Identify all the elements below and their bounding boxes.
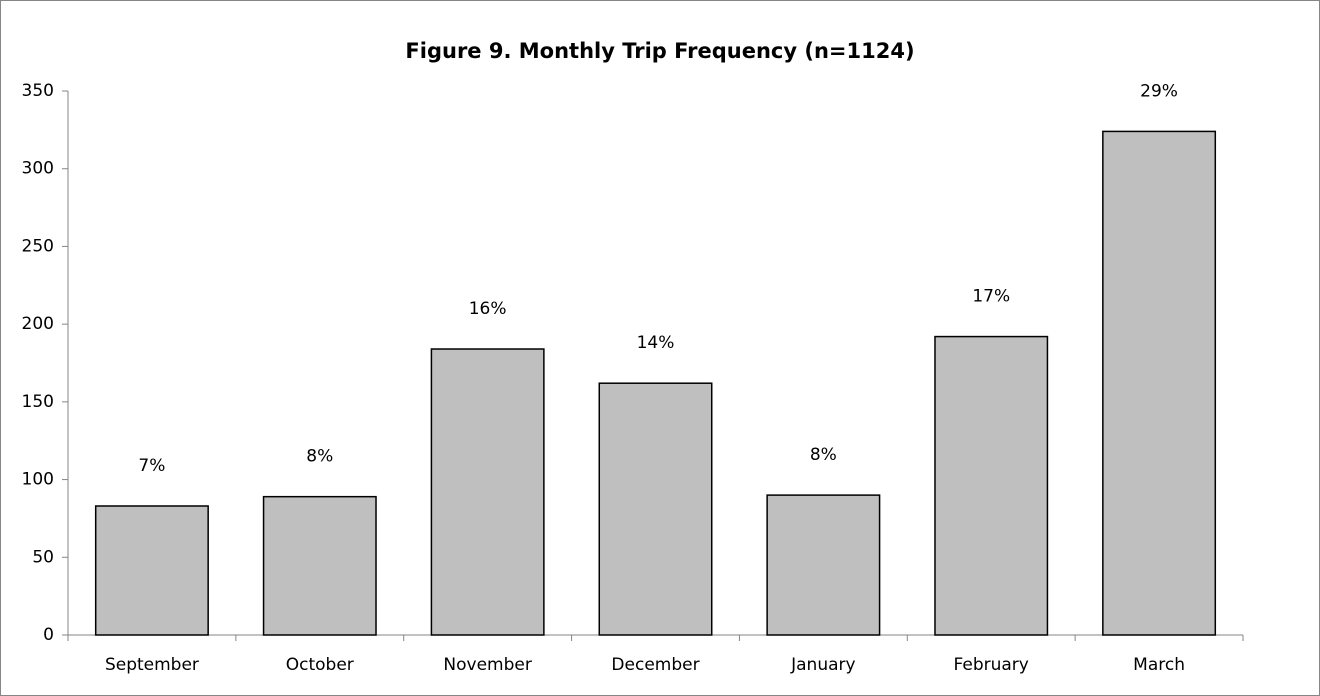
value-label: 29% bbox=[1140, 81, 1178, 101]
y-tick-label: 50 bbox=[32, 547, 54, 567]
x-tick-label: November bbox=[443, 655, 531, 675]
y-tick-label: 100 bbox=[22, 470, 54, 490]
bar bbox=[430, 348, 545, 636]
value-label: 17% bbox=[972, 287, 1010, 307]
value-label: 16% bbox=[469, 299, 507, 319]
value-label: 8% bbox=[306, 447, 333, 467]
bar bbox=[934, 335, 1049, 636]
value-label: 7% bbox=[138, 456, 165, 476]
bar bbox=[94, 505, 209, 636]
x-tick-label: September bbox=[105, 655, 199, 675]
x-tick-label: October bbox=[286, 655, 354, 675]
value-label: 14% bbox=[637, 333, 675, 353]
y-tick-label: 350 bbox=[22, 81, 54, 101]
y-tick-label: 300 bbox=[22, 159, 54, 179]
y-tick-label: 200 bbox=[22, 314, 54, 334]
y-tick-label: 250 bbox=[22, 236, 54, 256]
bar bbox=[1102, 130, 1217, 636]
chart-title: Figure 9. Monthly Trip Frequency (n=1124… bbox=[405, 39, 914, 63]
x-tick-label: December bbox=[611, 655, 699, 675]
x-tick-label: March bbox=[1133, 655, 1185, 675]
value-label: 8% bbox=[810, 445, 837, 465]
bar bbox=[598, 382, 713, 636]
x-tick-label: January bbox=[790, 655, 855, 675]
y-tick-label: 150 bbox=[22, 392, 54, 412]
x-tick-label: February bbox=[954, 655, 1029, 675]
y-tick-label: 0 bbox=[43, 625, 54, 645]
bar bbox=[262, 495, 377, 636]
bar bbox=[766, 494, 881, 636]
